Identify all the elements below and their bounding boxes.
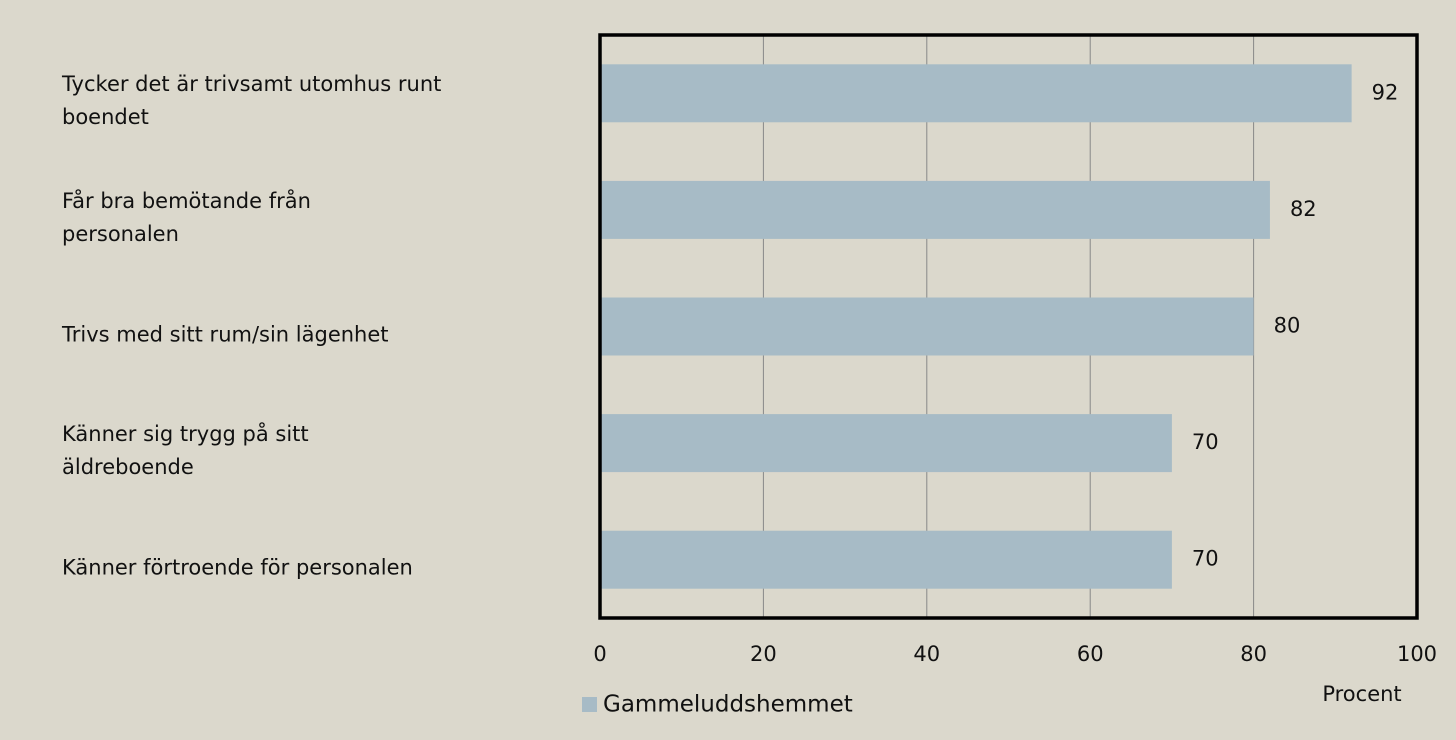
y-tick-label: Känner förtroende för personalen — [62, 555, 413, 580]
bar — [600, 64, 1352, 123]
legend-swatch — [582, 697, 597, 712]
value-label: 70 — [1192, 547, 1219, 571]
bar — [600, 297, 1254, 356]
bar — [600, 530, 1172, 589]
bar — [600, 180, 1270, 239]
y-tick-label: Känner sig trygg på sitt äldreboende — [62, 422, 309, 480]
value-label: 70 — [1192, 430, 1219, 454]
y-tick-label: Trivs med sitt rum/sin lägenhet — [62, 322, 389, 346]
x-tick-label: 100 — [1397, 642, 1437, 666]
x-tick-label: 40 — [913, 642, 940, 666]
plot-border — [598, 33, 1419, 620]
x-tick-label: 0 — [593, 642, 606, 666]
x-tick-label: 60 — [1077, 642, 1104, 666]
value-label: 92 — [1372, 80, 1399, 104]
legend-label: Gammeluddshemmet — [603, 692, 853, 718]
x-tick-label: 80 — [1240, 642, 1267, 666]
value-label: 82 — [1290, 197, 1317, 221]
value-label: 80 — [1274, 314, 1301, 338]
y-tick-label: Får bra bemötande från personalen — [62, 188, 311, 246]
x-tick-label: 20 — [750, 642, 777, 666]
x-axis-label: Procent — [1322, 682, 1401, 706]
bar — [600, 414, 1172, 473]
y-tick-label: Tycker det är trivsamt utomhus runt boen… — [62, 72, 442, 130]
